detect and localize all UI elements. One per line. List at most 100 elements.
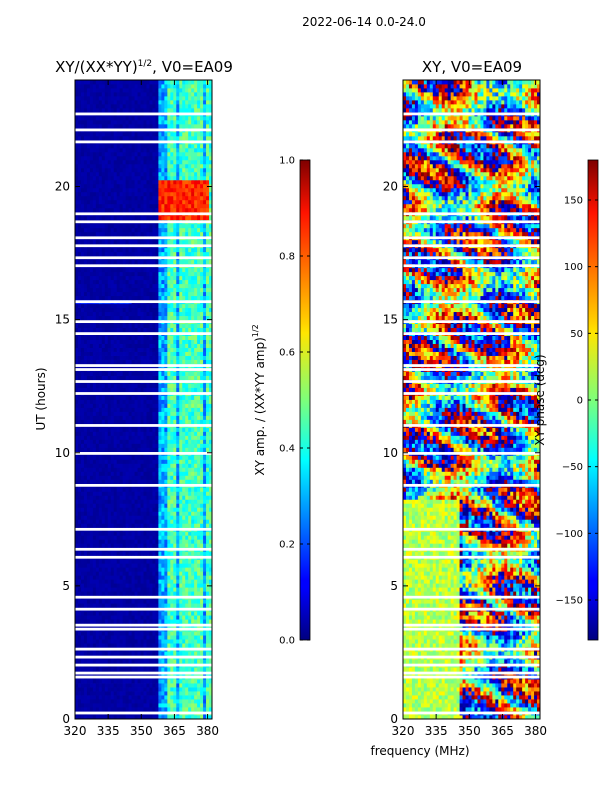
heatmap-cell [140, 543, 144, 548]
heatmap-cell [143, 323, 147, 329]
heatmap-cell [179, 287, 183, 293]
heatmap-cell [131, 339, 135, 344]
heatmap-cell [182, 491, 186, 496]
heatmap-cell [149, 619, 153, 624]
heatmap-cell [104, 287, 109, 293]
heatmap-cell [152, 687, 156, 692]
heatmap-cell [203, 591, 207, 596]
heatmap-cell [152, 443, 156, 448]
heatmap-cell [185, 295, 189, 301]
heatmap-cell [176, 427, 180, 432]
heatmap-cell [125, 339, 130, 344]
heatmap-cell [116, 415, 121, 420]
heatmap-cell [185, 487, 189, 492]
heatmap-cell [167, 287, 171, 293]
heatmap-cell [197, 387, 201, 392]
heatmap-cell [89, 535, 94, 540]
heatmap-cell [128, 455, 132, 460]
heatmap-cell [104, 515, 109, 520]
heatmap-cell [188, 487, 192, 492]
heatmap-cell [128, 567, 132, 572]
heatmap-cell [110, 323, 115, 329]
heatmap-cell [194, 371, 198, 376]
heatmap-cell [140, 395, 144, 400]
heatmap-cell [134, 419, 138, 424]
heatmap-cell [80, 559, 85, 564]
heatmap-cell [77, 467, 82, 472]
heatmap-cell [182, 399, 186, 404]
heatmap-cell [86, 551, 91, 556]
heatmap-cell [131, 715, 135, 720]
heatmap-cell [182, 427, 186, 432]
heatmap-cell [86, 699, 91, 704]
heatmap-cell [122, 687, 127, 692]
heatmap-cell [137, 707, 141, 712]
heatmap-cell [191, 447, 195, 452]
heatmap-cell [146, 579, 150, 584]
heatmap-cell [101, 295, 106, 301]
heatmap-cell [191, 519, 195, 524]
heatmap-cell [170, 347, 174, 352]
heatmap-cell [89, 339, 94, 344]
heatmap-cell [140, 355, 144, 360]
heatmap-cell [206, 591, 210, 596]
heatmap-cell [80, 511, 85, 516]
heatmap-cell [206, 427, 210, 432]
heatmap-cell [206, 295, 210, 301]
heatmap-cell [107, 507, 112, 512]
heatmap-cell [122, 667, 127, 672]
heatmap-cell [146, 659, 150, 664]
heatmap-cell [104, 383, 109, 388]
heatmap-cell [101, 567, 106, 572]
heatmap-cell [161, 399, 165, 404]
heatmap-cell [161, 291, 165, 297]
heatmap-cell [182, 407, 186, 412]
heatmap-cell [164, 507, 168, 512]
heatmap-cell [200, 439, 204, 444]
heatmap-cell [188, 375, 192, 380]
heatmap-cell [107, 659, 112, 664]
heatmap-cell [200, 535, 204, 540]
heatmap-cell [128, 399, 132, 404]
heatmap-cell [143, 495, 147, 500]
heatmap-cell [101, 459, 106, 464]
heatmap-cell [140, 347, 144, 352]
heatmap-cell [95, 495, 100, 500]
heatmap-cell [131, 375, 135, 380]
heatmap-cell [155, 575, 159, 580]
heatmap-cell [152, 603, 156, 608]
heatmap-cell [206, 575, 210, 580]
heatmap-cell [98, 431, 103, 436]
heatmap-cell [131, 475, 135, 480]
heatmap-cell [131, 603, 135, 608]
heatmap-cell [107, 475, 112, 480]
heatmap-cell [92, 443, 97, 448]
heatmap-cell [116, 511, 121, 516]
heatmap-cell [119, 519, 124, 524]
heatmap-cell [116, 587, 121, 592]
heatmap-cell [149, 383, 153, 388]
heatmap-cell [122, 535, 127, 540]
heatmap-cell [182, 459, 186, 464]
heatmap-cell [149, 479, 153, 484]
heatmap-cell [104, 335, 109, 340]
heatmap-cell [77, 295, 82, 301]
heatmap-cell [98, 539, 103, 544]
heatmap-cell [125, 499, 130, 504]
heatmap-cell [203, 431, 207, 436]
heatmap-cell [206, 687, 210, 692]
heatmap-cell [110, 531, 115, 536]
heatmap-cell [131, 535, 135, 540]
heatmap-cell [122, 563, 127, 568]
heatmap-cell [119, 471, 124, 476]
heatmap-cell [119, 543, 124, 548]
heatmap-cell [86, 631, 91, 636]
heatmap-cell [188, 587, 192, 592]
heatmap-cell [116, 559, 121, 564]
heatmap-cell [182, 339, 186, 344]
heatmap-cell [75, 651, 79, 656]
flagged-row [75, 607, 212, 611]
heatmap-cell [170, 659, 174, 664]
heatmap-cell [185, 575, 189, 580]
heatmap-cell [185, 415, 189, 420]
